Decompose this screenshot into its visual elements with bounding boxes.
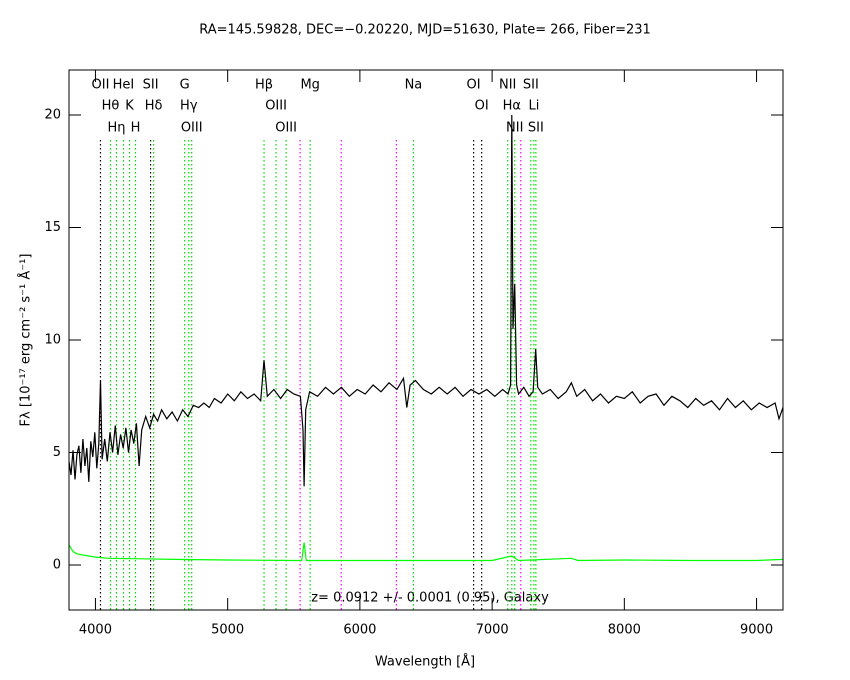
spectral-line-label: OIII (265, 99, 287, 114)
spectral-line-label: Hα (503, 99, 521, 114)
y-tick-label: 20 (44, 108, 61, 123)
annotation: z= 0.0912 +/- 0.0001 (0.95), Galaxy (311, 591, 549, 606)
spectral-line-label: Na (405, 78, 423, 93)
spectral-line-label: OI (467, 78, 481, 93)
chart-title: RA=145.59828, DEC=−0.20220, MJD=51630, P… (199, 23, 651, 38)
spectral-line-label: Mg (300, 78, 319, 93)
x-tick-label: 5000 (211, 623, 244, 638)
y-tick-label: 5 (53, 445, 61, 460)
series-line (69, 114, 783, 487)
spectral-line-label: H (131, 121, 141, 136)
x-axis-label: Wavelength [Å] (375, 654, 475, 670)
spectral-line-label: OIII (275, 121, 297, 136)
y-tick-label: 0 (53, 558, 61, 573)
spectral-line-label: OIII (181, 121, 203, 136)
spectral-line-label: OII (92, 78, 110, 93)
x-tick-label: 6000 (343, 623, 376, 638)
spectral-line-label: Li (528, 99, 539, 114)
y-tick-label: 10 (44, 333, 61, 348)
x-tick-label: 4000 (79, 623, 112, 638)
x-tick-label: 9000 (740, 623, 773, 638)
spectral-line-label: NII (506, 121, 523, 136)
spectral-line-label: Hθ (102, 99, 120, 114)
spectral-line-label: Hδ (145, 99, 163, 114)
spectral-line-label: NII (499, 78, 516, 93)
x-tick-label: 8000 (608, 623, 641, 638)
x-tick-label: 7000 (476, 623, 509, 638)
series-line (69, 542, 783, 562)
spectral-line-label: Hη (107, 121, 125, 136)
spectral-line-label: Hγ (180, 99, 198, 114)
y-tick-label: 15 (44, 220, 61, 235)
spectral-line-label: Hβ (255, 78, 273, 93)
spectral-line-label: SII (528, 121, 544, 136)
y-axis-label: Fλ [10⁻¹⁷ erg cm⁻² s⁻¹ Å⁻¹] (18, 254, 34, 427)
spectral-line-label: G (180, 78, 190, 93)
spectral-line-label: SII (143, 78, 159, 93)
spectral-line-label: K (125, 99, 134, 114)
spectral-line-label: OI (475, 99, 489, 114)
spectral-line-label: SII (523, 78, 539, 93)
spectral-line-label: HeI (113, 78, 135, 93)
